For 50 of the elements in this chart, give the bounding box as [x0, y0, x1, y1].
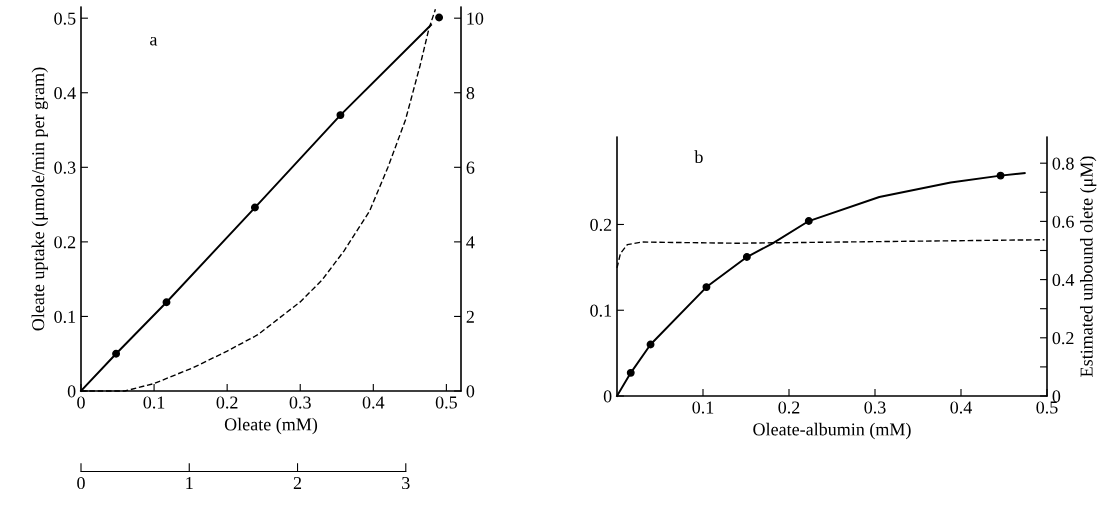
x2-tick-label: 3: [402, 476, 410, 490]
y-axis-title: Oleate uptake (μmole/min per gram): [31, 67, 49, 331]
y-tick-label: 0.1: [590, 304, 612, 317]
x-tick-label: 0.5: [435, 396, 457, 409]
y2-tick-label: 0.2: [1052, 332, 1074, 345]
annotation: b: [694, 150, 703, 164]
point: [336, 111, 345, 120]
x-tick-label: 0: [77, 396, 85, 409]
x2-tick-label: 2: [293, 476, 302, 489]
y2-tick-label: 0.6: [1052, 215, 1074, 228]
x-tick-label: 0.3: [289, 396, 311, 409]
x-tick-label: 0.4: [362, 396, 385, 409]
y2-tick-label: 0.8: [1052, 157, 1074, 170]
x-tick-label: 0.2: [778, 401, 800, 414]
y2-tick-label: 6: [466, 161, 475, 174]
point: [112, 349, 121, 358]
x2-tick-label: 0: [77, 476, 85, 490]
y-tick-label: 0: [67, 385, 76, 398]
point: [250, 203, 259, 212]
x-tick-label: 0.5: [1036, 401, 1058, 414]
x2-tick-label: 1: [186, 477, 193, 489]
y-tick-label: 0.5: [54, 12, 76, 25]
point: [996, 171, 1005, 180]
x-tick-label: 0.4: [950, 401, 972, 414]
point: [804, 217, 813, 225]
y-tick-label: 0.3: [54, 161, 76, 174]
y-tick-label: 0.4: [54, 87, 76, 100]
y-tick-label: 0.1: [54, 310, 76, 323]
x-tick-label: 0.2: [216, 396, 238, 409]
y2-tick-label: 0.4: [1052, 273, 1075, 287]
point: [702, 283, 711, 292]
y2-tick-label: 4: [466, 236, 475, 249]
y2-tick-label: 2: [466, 310, 474, 323]
annotation: a: [150, 36, 158, 46]
x-tick-label: 0.3: [864, 401, 886, 414]
point: [742, 253, 751, 262]
point: [646, 340, 655, 349]
y-tick-label: 0.2: [590, 218, 612, 231]
x-axis-title: Oleate (mM): [224, 417, 318, 435]
y2-tick-label: 10: [467, 12, 484, 25]
point: [162, 298, 171, 307]
x-tick-label: 0.1: [143, 396, 165, 409]
x-axis-title: Oleate-albumin (mM): [753, 422, 911, 440]
x-tick-label: 0.1: [692, 401, 714, 414]
point: [626, 368, 635, 377]
y2-axis-title: Estimated unbound olete (μM): [1079, 156, 1097, 377]
y-tick-label: 0.2: [54, 236, 76, 249]
y2-tick-label: 8: [466, 87, 475, 100]
y2-tick-label: 0: [466, 385, 475, 398]
point: [435, 13, 444, 22]
